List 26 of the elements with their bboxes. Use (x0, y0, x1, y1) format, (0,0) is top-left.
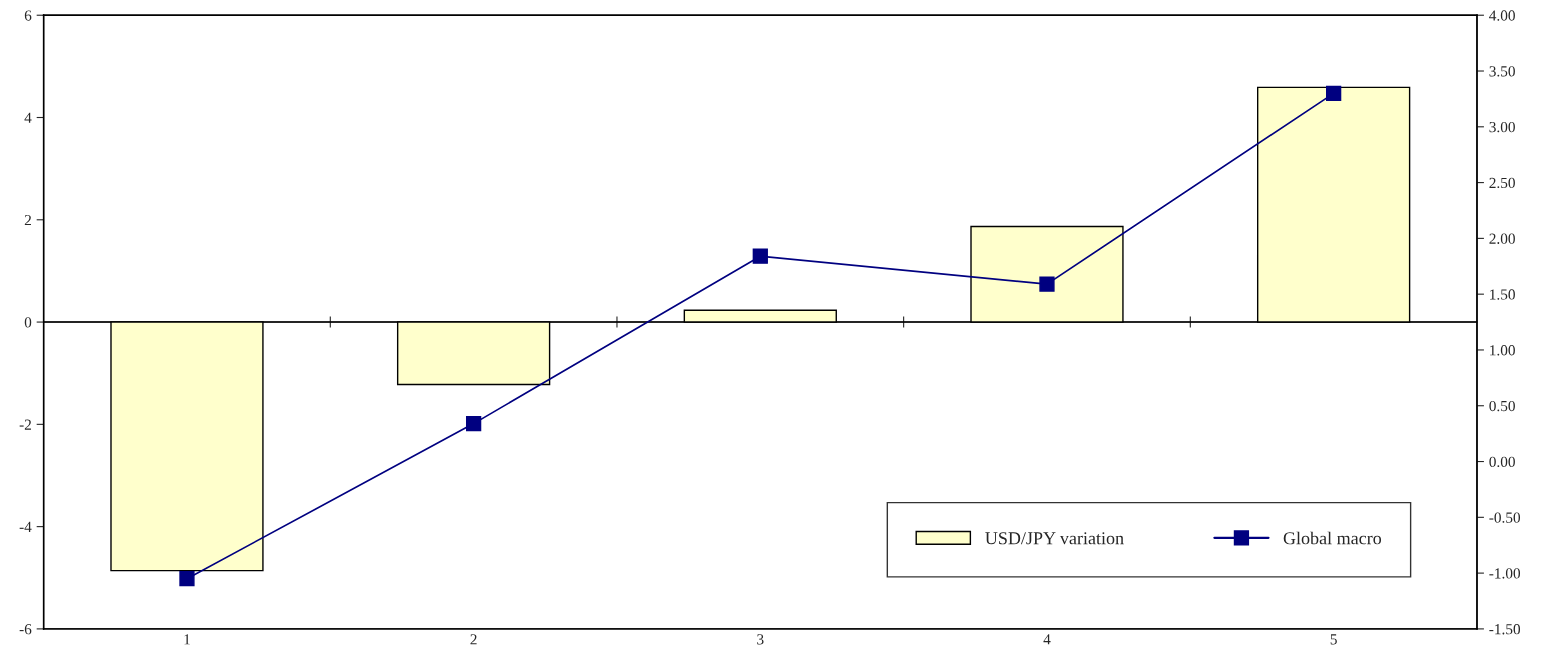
y-tick-label: 4 (24, 112, 32, 123)
y2-tick-label: 2.50 (1489, 177, 1515, 189)
y2-tick-label: 3.50 (1489, 66, 1515, 77)
y-tick-label: -4 (19, 521, 32, 532)
legend-label: Global macro (1283, 531, 1382, 545)
y-tick-label: 6 (24, 10, 32, 21)
y2-tick-label: -1.00 (1489, 568, 1521, 579)
y2-tick-label: 2.00 (1489, 233, 1515, 244)
y2-tick-label: 1.00 (1490, 345, 1515, 356)
x-tick-label: 1 (184, 634, 190, 645)
legend-label: USD/JPY variation (985, 532, 1124, 545)
x-tick-label: 4 (1043, 634, 1051, 645)
y2-tick-label: 3.00 (1489, 121, 1515, 133)
x-tick-label: 2 (470, 634, 477, 645)
y2-tick-label: 0.00 (1489, 456, 1515, 468)
y-tick-label: -2 (19, 419, 31, 430)
y-tick-label: -6 (19, 624, 32, 635)
y2-tick-label: -1.50 (1489, 624, 1521, 635)
x-tick-label: 5 (1330, 634, 1337, 645)
y-tick-label: 2 (24, 214, 31, 226)
y2-tick-label: -0.50 (1489, 512, 1521, 523)
y-tick-label: 0 (24, 317, 32, 328)
y2-tick-label: 4.00 (1489, 10, 1515, 21)
y2-tick-label: 0.50 (1489, 400, 1515, 412)
x-tick-label: 3 (757, 634, 764, 645)
y2-tick-label: 1.50 (1490, 289, 1515, 300)
